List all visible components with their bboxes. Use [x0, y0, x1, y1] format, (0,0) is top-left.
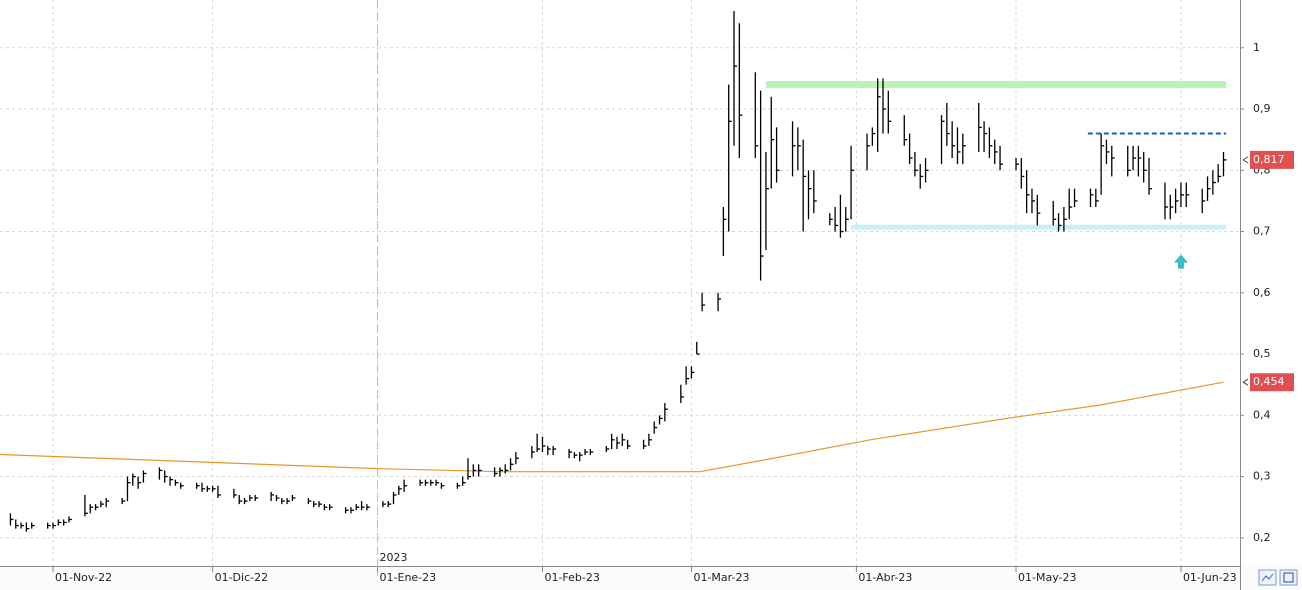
- y-tick-label: 0,7: [1253, 225, 1271, 238]
- last-value-label: 0,454: [1253, 375, 1285, 388]
- save-icon: [1283, 572, 1294, 583]
- moving-average: [0, 381, 1224, 473]
- save-button[interactable]: [1279, 569, 1298, 586]
- x-tick-label: 01-Dic-22: [215, 571, 269, 584]
- signal-arrow: [1174, 254, 1188, 269]
- x-tick-label: 01-Jun-23: [1183, 571, 1237, 584]
- last-value-badge: [1250, 150, 1294, 169]
- y-tick-label: 0,6: [1253, 286, 1271, 299]
- x-tick-label: 01-Nov-22: [55, 571, 112, 584]
- last-value-badge: [1250, 373, 1294, 392]
- x-tick-label: 01-Mar-23: [693, 571, 749, 584]
- x-tick-label: 01-Feb-23: [544, 571, 599, 584]
- y-tick-label: 0,2: [1253, 531, 1271, 544]
- y-tick-label: 0,9: [1253, 102, 1271, 115]
- zoom-icon: [1261, 573, 1274, 582]
- last-value-pointer: [1242, 156, 1249, 164]
- x-tick-label: 01-May-23: [1018, 571, 1076, 584]
- x-tick-label: 01-Ene-23: [380, 571, 437, 584]
- x-axis-strip: [0, 566, 1302, 590]
- y-tick-label: 0,5: [1253, 347, 1271, 360]
- year-label: 2023: [380, 551, 408, 564]
- last-value-label: 0,817: [1253, 153, 1285, 166]
- y-tick-label: 0,4: [1253, 408, 1271, 421]
- last-value-pointer: [1242, 378, 1249, 386]
- toolbar-icons[interactable]: [1258, 569, 1298, 586]
- x-tick-label: 01-Abr-23: [858, 571, 912, 584]
- y-tick-label: 0,3: [1253, 470, 1271, 483]
- y-tick-label: 1: [1253, 41, 1260, 54]
